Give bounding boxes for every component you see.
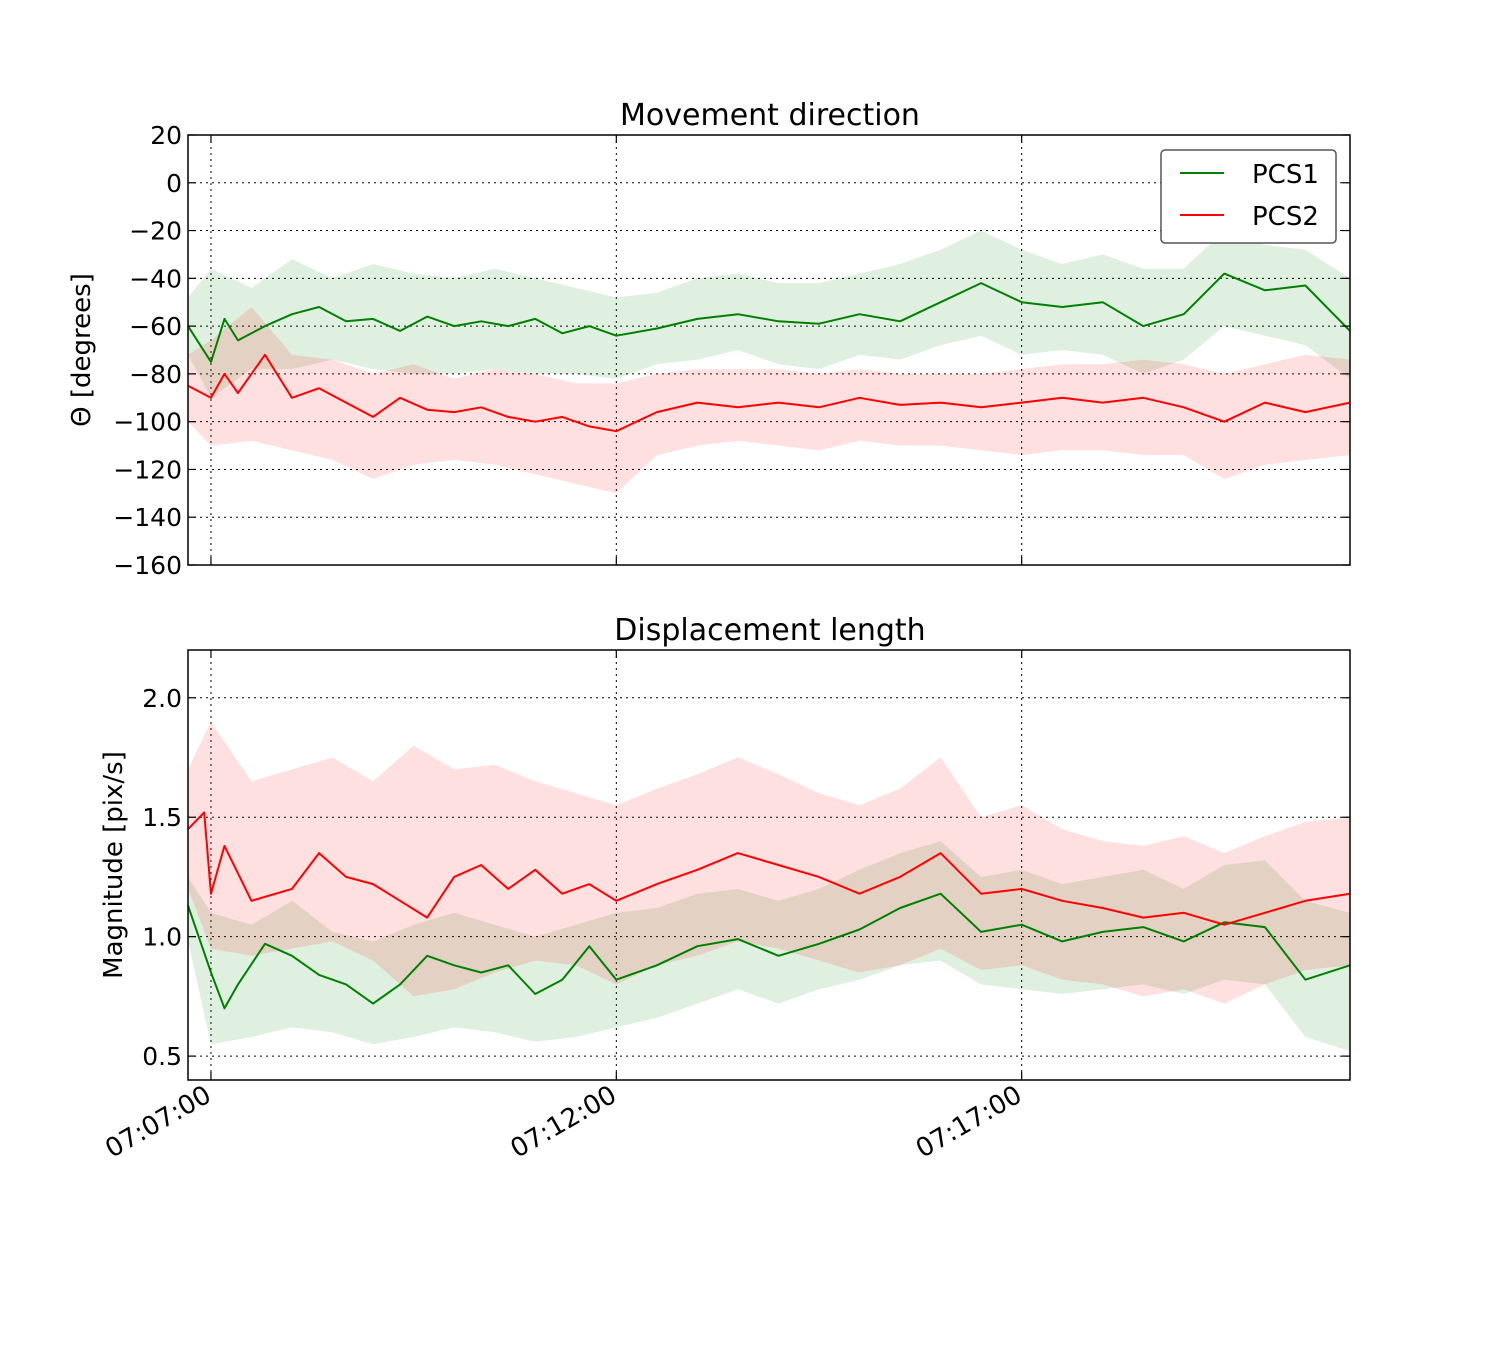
chart-title: Displacement length: [614, 613, 925, 648]
chart-title: Movement direction: [620, 98, 920, 133]
y-tick-label: −140: [113, 503, 182, 532]
y-tick-label: 1.0: [142, 923, 182, 952]
y-tick-label: 2.0: [142, 684, 182, 713]
y-tick-label: 1.5: [142, 803, 182, 832]
band-pcs1: [188, 841, 1350, 1052]
y-ticks: 20 0 −20 −40 −60 −80 −100 −120 −140 −160: [113, 121, 1350, 580]
confidence-bands: [188, 230, 1350, 494]
displacement-length-panel: Displacement length Magnitude [pix/s] 2.…: [99, 613, 1351, 1081]
y-tick-label: −160: [113, 551, 182, 580]
legend-label-pcs1: PCS1: [1252, 160, 1319, 190]
y-tick-label: −120: [113, 455, 182, 484]
y-axis-label: Magnitude [pix/s]: [99, 751, 129, 979]
y-tick-label: −40: [129, 264, 182, 293]
y-tick-label: −80: [129, 360, 182, 389]
y-tick-label: 0: [166, 169, 182, 198]
x-ticks: [210, 135, 1023, 565]
y-tick-label: −20: [129, 217, 182, 246]
y-axis-label: Θ [degrees]: [67, 273, 97, 427]
series-lines: [187, 811, 1351, 1010]
band-pcs2: [188, 307, 1350, 494]
grid: [188, 650, 1350, 1080]
y-tick-label: 20: [150, 121, 182, 150]
y-tick-label: −100: [113, 408, 182, 437]
band-pcs1: [188, 230, 1350, 398]
x-ticks: [210, 650, 1023, 1080]
series-line-pcs1: [187, 892, 1351, 1010]
series-line-pcs1: [187, 272, 1351, 363]
series-lines: [187, 272, 1351, 433]
plot-frame: [187, 134, 1351, 566]
series-line-pcs2: [187, 811, 1351, 926]
y-ticks: 2.0 1.5 1.0 0.5: [142, 684, 1350, 1071]
series-line-pcs2: [187, 353, 1351, 433]
legend: PCS1 PCS2: [1160, 149, 1337, 244]
movement-direction-panel: Movement direction Θ [degrees] 20 0 −20 −40…: [67, 98, 1351, 580]
plot-frame: [187, 649, 1351, 1081]
y-tick-label: 0.5: [142, 1042, 182, 1071]
legend-label-pcs2: PCS2: [1252, 202, 1319, 232]
grid: [188, 135, 1350, 565]
y-tick-label: −60: [129, 312, 182, 341]
